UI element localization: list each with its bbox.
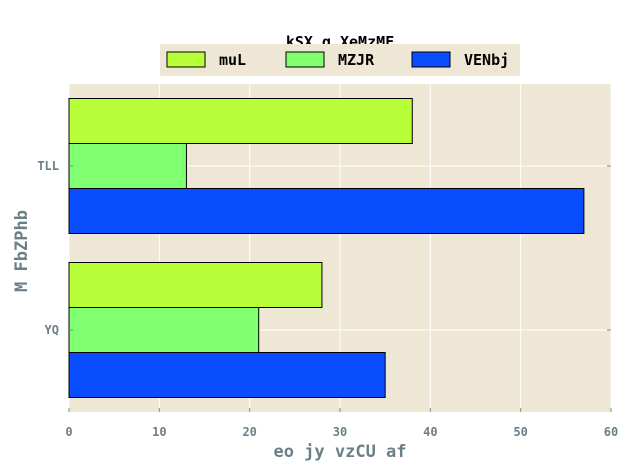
x-tick-label: 50: [513, 425, 527, 439]
x-tick-label: 20: [242, 425, 256, 439]
y-tick-label: YQ: [45, 323, 59, 337]
x-axis-ticks: 0 10 20 30 40 50 60: [65, 408, 618, 439]
x-axis-label: eo jy vzCU af: [273, 442, 406, 462]
bar-MZJR-TLL: [68, 143, 187, 189]
legend-swatch: [285, 51, 325, 68]
x-tick-label: 0: [65, 425, 72, 439]
legend: muL MZJR VENbj: [160, 44, 520, 76]
legend-label: MZJR: [338, 51, 375, 69]
x-tick-label: 30: [333, 425, 347, 439]
legend-swatch: [411, 51, 451, 68]
y-axis-ticks: YQ TLL: [37, 159, 611, 337]
x-tick-label: 10: [152, 425, 166, 439]
y-axis-label: M FbZPhb: [12, 210, 32, 292]
legend-label: muL: [219, 51, 246, 69]
legend-box: [160, 44, 520, 76]
x-tick-label: 40: [423, 425, 437, 439]
bar-VENbj-TLL: [68, 188, 585, 234]
legend-label: VENbj: [464, 51, 509, 69]
bar-muL-YQ: [68, 262, 323, 308]
x-tick-label: 60: [604, 425, 618, 439]
legend-swatch: [166, 51, 206, 68]
bar-MZJR-YQ: [68, 307, 260, 353]
bar-muL-TLL: [68, 98, 413, 144]
bars: [68, 98, 585, 398]
bar-VENbj-YQ: [68, 352, 386, 398]
y-tick-label: TLL: [37, 159, 59, 173]
